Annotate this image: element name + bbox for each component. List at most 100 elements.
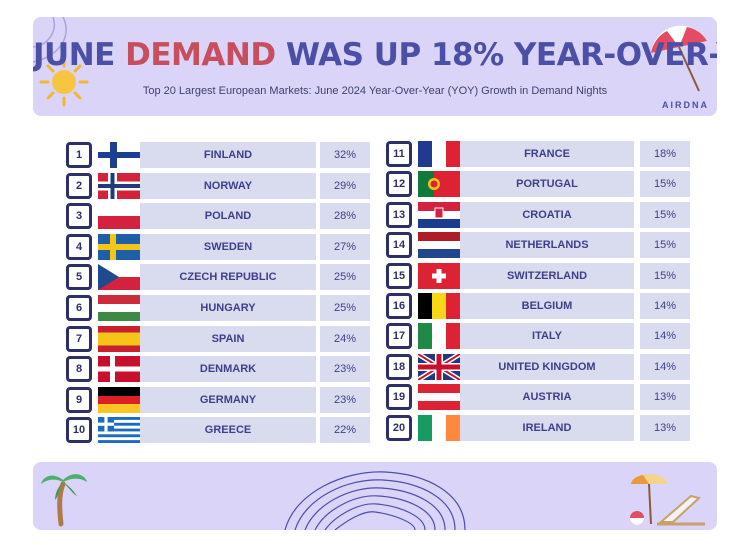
spain-flag-icon	[98, 325, 140, 352]
finland-flag-icon	[98, 142, 140, 168]
table-row: 8 DENMARK 23%	[66, 356, 371, 383]
palm-tree-icon	[41, 474, 87, 527]
belgium-flag-icon	[418, 293, 460, 319]
wave-pattern-icon	[284, 471, 466, 530]
greece-flag-icon	[98, 417, 140, 444]
sun-icon	[39, 57, 89, 107]
table-row: 7 SPAIN 24%	[66, 325, 371, 352]
table-row: 13 CROATIA 15%	[386, 201, 692, 228]
growth-value: 14%	[640, 323, 690, 350]
growth-value: 28%	[320, 203, 370, 230]
germany-flag-icon	[98, 386, 140, 413]
country-name: DENMARK	[140, 356, 316, 383]
country-name: PORTUGAL	[460, 171, 634, 198]
table-row: 20 IRELAND 13%	[386, 414, 692, 441]
growth-value: 27%	[320, 233, 370, 260]
rank-badge: 6	[66, 295, 92, 321]
growth-value: 25%	[320, 264, 370, 291]
growth-value: 18%	[640, 141, 690, 167]
table-row: 14 NETHERLANDS 15%	[386, 232, 692, 259]
beach-umbrella-icon	[651, 25, 707, 92]
rank-badge: 20	[386, 414, 412, 441]
netherlands-flag-icon	[418, 232, 460, 259]
table-row: 5 CZECH REPUBLIC 25%	[66, 264, 371, 291]
rank-badge: 10	[66, 417, 92, 444]
rank-badge: 18	[386, 353, 412, 380]
sweden-flag-icon	[98, 233, 140, 260]
table-row: 1 FINLAND 32%	[66, 142, 371, 168]
country-name: SWEDEN	[140, 233, 316, 260]
hungary-flag-icon	[98, 295, 140, 321]
country-name: GREECE	[140, 417, 316, 444]
footer-banner	[33, 462, 717, 530]
austria-flag-icon	[418, 384, 460, 411]
rank-badge: 2	[66, 172, 92, 199]
growth-value: 23%	[320, 386, 370, 413]
country-name: CROATIA	[460, 201, 634, 228]
country-name: IRELAND	[460, 414, 634, 441]
country-name: HUNGARY	[140, 295, 316, 321]
table-row: 12 PORTUGAL 15%	[386, 171, 692, 198]
rank-badge: 16	[386, 293, 412, 319]
growth-value: 25%	[320, 295, 370, 321]
rank-badge: 14	[386, 232, 412, 259]
country-name: AUSTRIA	[460, 384, 634, 411]
table-row: 19 AUSTRIA 13%	[386, 384, 692, 411]
rank-badge: 1	[66, 142, 92, 168]
table-row: 9 GERMANY 23%	[66, 386, 371, 413]
czech-flag-icon	[98, 264, 140, 291]
portugal-flag-icon	[418, 171, 460, 198]
beach-chair-icon	[630, 474, 705, 526]
country-name: ITALY	[460, 323, 634, 350]
growth-value: 22%	[320, 417, 370, 444]
page-subtitle: Top 20 Largest European Markets: June 20…	[142, 85, 608, 97]
table-row: 6 HUNGARY 25%	[66, 295, 371, 321]
norway-flag-icon	[98, 172, 140, 199]
rank-badge: 13	[386, 201, 412, 228]
france-flag-icon	[418, 141, 460, 167]
growth-value: 13%	[640, 414, 690, 441]
growth-value: 14%	[640, 353, 690, 380]
page-title: JUNE DEMAND WAS UP 18% YEAR-OVER-YEAR	[33, 37, 717, 73]
growth-value: 29%	[320, 172, 370, 199]
country-name: GERMANY	[140, 386, 316, 413]
table-row: 15 SWITZERLAND 15%	[386, 262, 692, 289]
ireland-flag-icon	[418, 414, 460, 441]
growth-value: 32%	[320, 142, 370, 168]
growth-value: 23%	[320, 356, 370, 383]
rank-badge: 12	[386, 171, 412, 198]
country-name: BELGIUM	[460, 293, 634, 319]
denmark-flag-icon	[98, 356, 140, 383]
rank-badge: 17	[386, 323, 412, 350]
brand-logo: AIRDNA	[662, 100, 709, 110]
header-banner: JUNE DEMAND WAS UP 18% YEAR-OVER-YEAR To…	[33, 17, 717, 116]
italy-flag-icon	[418, 323, 460, 350]
country-name: UNITED KINGDOM	[460, 353, 634, 380]
decorative-swirl-icon	[33, 17, 67, 63]
table-row: 2 NORWAY 29%	[66, 172, 371, 199]
country-name: NORWAY	[140, 172, 316, 199]
switzerland-flag-icon	[418, 262, 460, 289]
rank-badge: 15	[386, 262, 412, 289]
rank-badge: 7	[66, 325, 92, 352]
country-name: CZECH REPUBLIC	[140, 264, 316, 291]
rank-badge: 9	[66, 386, 92, 413]
growth-value: 24%	[320, 325, 370, 352]
croatia-flag-icon	[418, 201, 460, 228]
uk-flag-icon	[418, 353, 460, 380]
country-name: POLAND	[140, 203, 316, 230]
table-row: 18 UNITED KINGDOM 14%	[386, 353, 692, 380]
rank-badge: 19	[386, 384, 412, 411]
table-row: 16 BELGIUM 14%	[386, 293, 692, 319]
growth-value: 15%	[640, 232, 690, 259]
table-row: 3 POLAND 28%	[66, 203, 371, 230]
country-name: SWITZERLAND	[460, 262, 634, 289]
rank-badge: 4	[66, 233, 92, 260]
growth-value: 15%	[640, 171, 690, 198]
growth-value: 15%	[640, 262, 690, 289]
poland-flag-icon	[98, 203, 140, 230]
country-name: FRANCE	[460, 141, 634, 167]
table-row: 11 FRANCE 18%	[386, 141, 692, 167]
country-name: SPAIN	[140, 325, 316, 352]
rank-badge: 3	[66, 203, 92, 230]
